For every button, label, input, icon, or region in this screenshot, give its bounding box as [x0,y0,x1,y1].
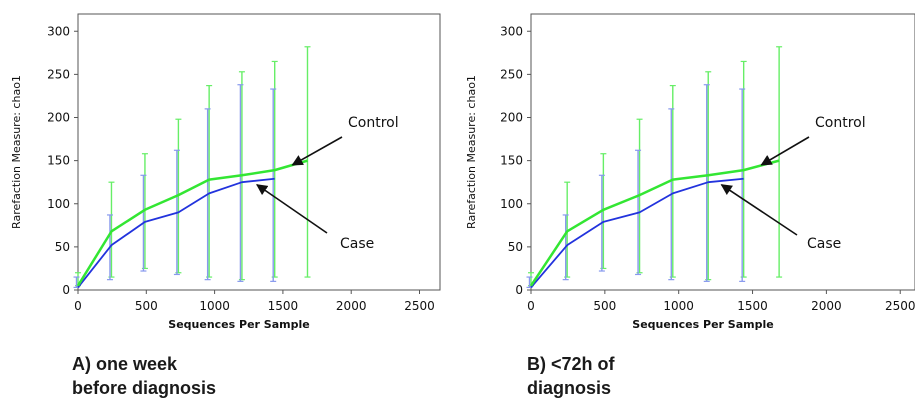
y-tick-label: 0 [515,283,523,297]
caption-b-line1: <72h of [551,354,615,374]
chart-panel-a: 0 50 100 150 200 250 300 0 500 1000 1500 2000 2500 Se… [10,13,441,331]
x-tick-label: 500 [593,299,616,313]
y-tick-label: 300 [500,24,523,38]
chart-panel-b: 0 50 100 150 200 250 300 0 500 1000 1500 2000 2500 Se… [465,13,915,331]
x-tick-label: 1500 [268,299,299,313]
caption-a-line1: one week [96,354,178,374]
case-annotation-label: Case [340,236,374,252]
x-tick-label: 0 [527,299,535,313]
x-tick-label: 1000 [663,299,694,313]
x-axis-label: Sequences Per Sample [168,318,309,331]
plot-frame [77,13,441,291]
caption-b-label: B) [527,354,546,374]
x-tick-label: 2000 [336,299,367,313]
y-tick-label: 300 [47,24,70,38]
x-tick-label: 1500 [737,299,768,313]
y-tick-label: 100 [500,197,523,211]
y-tick-label: 200 [47,111,70,125]
y-tick-label: 150 [500,154,523,168]
case-annotation-label: Case [807,236,841,252]
x-tick-label: 2500 [885,299,915,313]
x-tick-label: 2500 [404,299,435,313]
caption-a-line2: before diagnosis [72,378,217,398]
x-tick-label: 1000 [199,299,230,313]
y-tick-label: 150 [47,154,70,168]
caption-b-line2: diagnosis [527,378,612,398]
case-series-line [77,177,275,288]
y-tick-label: 250 [500,67,523,81]
x-tick-label: 0 [74,299,82,313]
caption-panel-a: A) one week before diagnosis [72,352,216,400]
y-tick-label: 200 [500,111,523,125]
control-annotation-arrow [760,136,810,166]
caption-panel-b: B) <72h of diagnosis [527,352,615,400]
y-tick-label: 100 [47,197,70,211]
case-series-line [530,177,744,288]
y-tick-label: 0 [62,283,70,297]
caption-a-label: A) [72,354,91,374]
case-annotation-arrow [256,184,328,234]
y-tick-label: 250 [47,67,70,81]
x-axis-label: Sequences Per Sample [632,318,773,331]
y-axis-label: Rarefaction Measure: chao1 [10,75,23,229]
y-axis-label: Rarefaction Measure: chao1 [465,75,478,229]
y-tick-label: 50 [55,240,70,254]
control-annotation-label: Control [348,115,399,131]
control-annotation-label: Control [815,115,866,131]
x-tick-label: 2000 [811,299,842,313]
control-annotation-arrow [291,136,343,166]
x-tick-label: 500 [135,299,158,313]
plot-frame [530,13,915,291]
control-series-line [76,159,308,287]
y-tick-label: 50 [508,240,523,254]
case-annotation-arrow [720,184,798,236]
control-series-line [529,159,780,287]
